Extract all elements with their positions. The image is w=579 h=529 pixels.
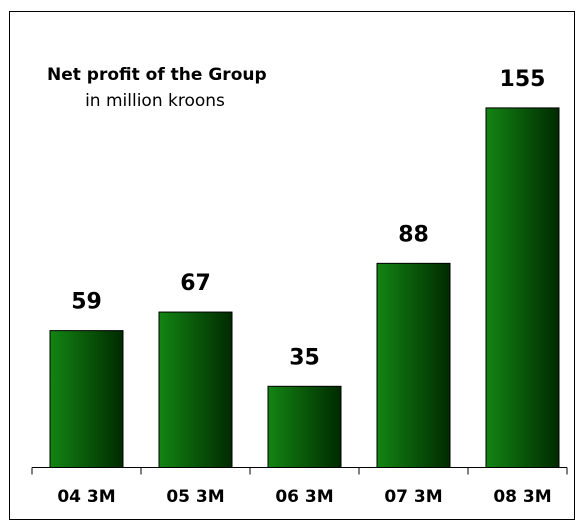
- bar: [485, 107, 560, 469]
- x-tick-label: 04 3M: [57, 487, 115, 507]
- x-tick-label: 08 3M: [493, 487, 551, 507]
- data-label: 59: [71, 290, 102, 315]
- x-tick-label: 07 3M: [384, 487, 442, 507]
- bar: [376, 262, 451, 468]
- x-tick-label: 06 3M: [275, 487, 333, 507]
- chart-title: Net profit of the Group: [47, 65, 267, 85]
- bar: [267, 385, 342, 468]
- data-label: 67: [180, 271, 211, 296]
- chart-subtitle: in million kroons: [85, 91, 225, 111]
- x-tick-label: 05 3M: [166, 487, 224, 507]
- bar: [49, 330, 124, 468]
- data-label: 35: [289, 345, 320, 370]
- bar: [158, 311, 233, 468]
- data-label: 88: [398, 222, 429, 247]
- data-label: 155: [500, 67, 546, 92]
